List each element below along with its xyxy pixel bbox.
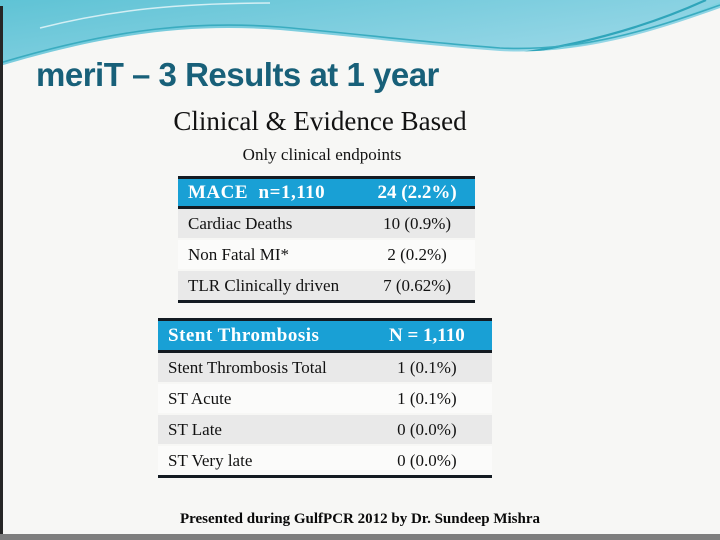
table-header-row: MACE n=1,110 24 (2.2%) [178, 179, 475, 209]
slide-title: meriT – 3 Results at 1 year [36, 56, 439, 93]
table-row: ST Late 0 (0.0%) [158, 413, 492, 444]
table-header-row: Stent Thrombosis N = 1,110 [158, 321, 492, 353]
subtitle: Clinical & Evidence Based [173, 106, 467, 136]
header-value: N = 1,110 [388, 324, 465, 346]
table-row: ST Acute 1 (0.1%) [158, 382, 492, 413]
stent-thrombosis-table: Stent Thrombosis N = 1,110 Stent Thrombo… [158, 318, 492, 478]
row-label: Non Fatal MI* [188, 244, 290, 264]
table-row: Stent Thrombosis Total 1 (0.1%) [158, 353, 492, 382]
mace-table: MACE n=1,110 24 (2.2%) Cardiac Deaths 10… [178, 176, 475, 303]
row-value: 0 (0.0%) [397, 450, 457, 470]
bottom-edge-bar [0, 534, 720, 540]
header-label: MACE n=1,110 [188, 181, 326, 203]
left-edge-bar [0, 6, 3, 534]
row-label: ST Late [168, 419, 222, 439]
row-label: Stent Thrombosis Total [168, 357, 327, 377]
footer-credit: Presented during GulfPCR 2012 by Dr. Sun… [179, 511, 541, 527]
row-label: Cardiac Deaths [188, 213, 293, 233]
row-value: 1 (0.1%) [397, 388, 457, 408]
row-label: ST Acute [168, 388, 232, 408]
row-value: 0 (0.0%) [397, 419, 457, 439]
row-value: 1 (0.1%) [397, 357, 457, 377]
row-value: 7 (0.62%) [383, 275, 452, 295]
row-label: TLR Clinically driven [188, 275, 340, 295]
row-label: ST Very late [168, 450, 253, 470]
header-label: Stent Thrombosis [168, 324, 320, 346]
header-value: 24 (2.2%) [377, 181, 457, 203]
table-row: Cardiac Deaths 10 (0.9%) [178, 209, 475, 238]
table-row: Non Fatal MI* 2 (0.2%) [178, 238, 475, 269]
table-row: TLR Clinically driven 7 (0.62%) [178, 269, 475, 300]
row-value: 10 (0.9%) [383, 213, 452, 233]
subnote: Only clinical endpoints [242, 145, 402, 164]
banner-swoosh [0, 0, 720, 132]
row-value: 2 (0.2%) [387, 244, 447, 264]
table-row: ST Very late 0 (0.0%) [158, 444, 492, 475]
